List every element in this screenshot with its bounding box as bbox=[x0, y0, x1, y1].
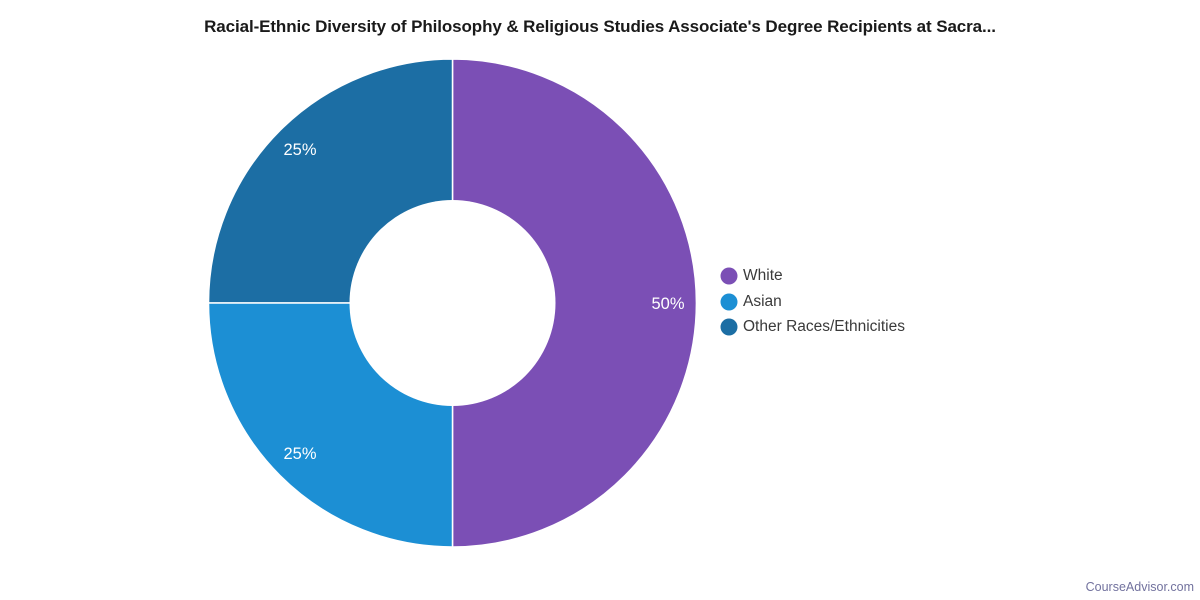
svg-text:25%: 25% bbox=[283, 141, 316, 159]
svg-text:25%: 25% bbox=[283, 445, 316, 463]
svg-text:50%: 50% bbox=[651, 295, 684, 313]
